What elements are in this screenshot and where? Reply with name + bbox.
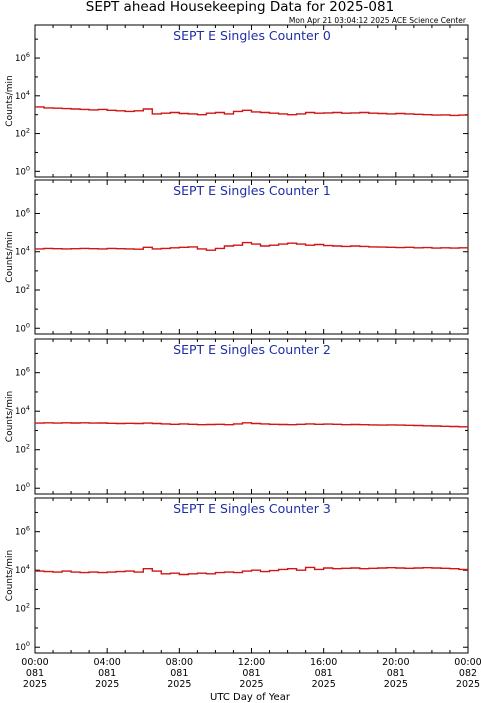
panel-frame <box>34 179 469 335</box>
y-tick-base: 10 <box>15 643 26 653</box>
x-tick-label: 16:00 <box>310 657 337 668</box>
y-tick-exp: 0 <box>26 321 30 329</box>
x-tick-label: 081 <box>315 668 333 679</box>
y-tick-exp: 2 <box>26 283 30 291</box>
y-tick-base: 10 <box>15 407 26 417</box>
timestamp: Mon Apr 21 03:04:12 2025 ACE Science Cen… <box>289 16 467 25</box>
x-tick-label: 08:00 <box>166 657 193 668</box>
y-axis-title: Counts/min <box>5 550 15 601</box>
x-tick-label: 04:00 <box>93 657 120 668</box>
y-tick-label: 102 <box>15 602 30 615</box>
y-tick-exp: 4 <box>26 89 30 97</box>
y-tick-exp: 2 <box>26 602 30 610</box>
x-tick-label: 081 <box>242 668 260 679</box>
figure-title: SEPT ahead Housekeeping Data for 2025-08… <box>86 0 394 15</box>
y-tick-label: 102 <box>15 443 30 456</box>
x-tick-label: 2025 <box>95 679 119 690</box>
y-tick-base: 10 <box>15 528 26 538</box>
panel-title: SEPT E Singles Counter 0 <box>173 28 331 43</box>
panel-frame <box>34 497 469 654</box>
x-tick-label: 2025 <box>312 679 336 690</box>
x-tick-label: 082 <box>459 668 477 679</box>
y-tick-label: 106 <box>15 366 30 379</box>
y-tick-base: 10 <box>15 54 26 64</box>
y-tick-base: 10 <box>15 484 26 494</box>
panel-title: SEPT E Singles Counter 3 <box>173 501 331 516</box>
y-tick-base: 10 <box>15 92 26 102</box>
y-tick-label: 100 <box>15 640 30 653</box>
y-tick-exp: 0 <box>26 164 30 172</box>
y-axis-title: Counts/min <box>5 391 15 442</box>
y-tick-exp: 0 <box>26 640 30 648</box>
y-tick-exp: 4 <box>26 245 30 253</box>
y-tick-base: 10 <box>15 446 26 456</box>
x-tick-label: 081 <box>387 668 405 679</box>
y-axis-title: Counts/min <box>5 75 15 126</box>
panel-frame <box>34 24 469 178</box>
panel-title: SEPT E Singles Counter 2 <box>173 342 331 357</box>
series-line <box>35 566 468 576</box>
x-tick-label: 00:00 <box>21 657 48 668</box>
y-tick-exp: 6 <box>26 525 30 533</box>
x-tick-label: 2025 <box>456 679 480 690</box>
panel-frame <box>34 338 469 495</box>
y-tick-base: 10 <box>15 286 26 296</box>
y-tick-label: 106 <box>15 525 30 538</box>
y-tick-label: 104 <box>15 245 30 258</box>
y-tick-base: 10 <box>15 605 26 615</box>
y-tick-exp: 0 <box>26 481 30 489</box>
x-tick-label: 2025 <box>239 679 263 690</box>
y-tick-base: 10 <box>15 248 26 258</box>
series-line <box>35 422 468 428</box>
x-tick-label: 081 <box>98 668 116 679</box>
x-tick-label: 00:00 <box>454 657 481 668</box>
y-tick-label: 106 <box>15 206 30 219</box>
y-tick-exp: 4 <box>26 563 30 571</box>
y-tick-exp: 2 <box>26 443 30 451</box>
x-tick-label: 081 <box>170 668 188 679</box>
y-tick-label: 104 <box>15 404 30 417</box>
y-tick-label: 100 <box>15 321 30 334</box>
y-tick-base: 10 <box>15 209 26 219</box>
y-tick-label: 100 <box>15 164 30 177</box>
y-tick-base: 10 <box>15 130 26 140</box>
y-tick-exp: 6 <box>26 206 30 214</box>
y-tick-base: 10 <box>15 167 26 177</box>
y-tick-base: 10 <box>15 369 26 379</box>
y-axis-title: Counts/min <box>5 231 15 282</box>
y-tick-label: 102 <box>15 127 30 140</box>
y-tick-label: 100 <box>15 481 30 494</box>
series-line <box>35 106 468 117</box>
x-tick-label: 081 <box>26 668 44 679</box>
y-tick-label: 104 <box>15 89 30 102</box>
series-line <box>35 241 468 251</box>
y-tick-exp: 6 <box>26 51 30 59</box>
y-tick-label: 102 <box>15 283 30 296</box>
y-tick-label: 104 <box>15 563 30 576</box>
y-tick-exp: 6 <box>26 366 30 374</box>
x-tick-label: 12:00 <box>238 657 265 668</box>
y-tick-base: 10 <box>15 324 26 334</box>
x-tick-label: 20:00 <box>382 657 409 668</box>
x-tick-label: 2025 <box>23 679 47 690</box>
y-tick-base: 10 <box>15 566 26 576</box>
y-tick-exp: 2 <box>26 127 30 135</box>
x-axis-title: UTC Day of Year <box>210 692 291 703</box>
x-tick-label: 2025 <box>384 679 408 690</box>
x-tick-label: 2025 <box>167 679 191 690</box>
y-tick-exp: 4 <box>26 404 30 412</box>
y-tick-label: 106 <box>15 51 30 64</box>
panel-title: SEPT E Singles Counter 1 <box>173 183 331 198</box>
